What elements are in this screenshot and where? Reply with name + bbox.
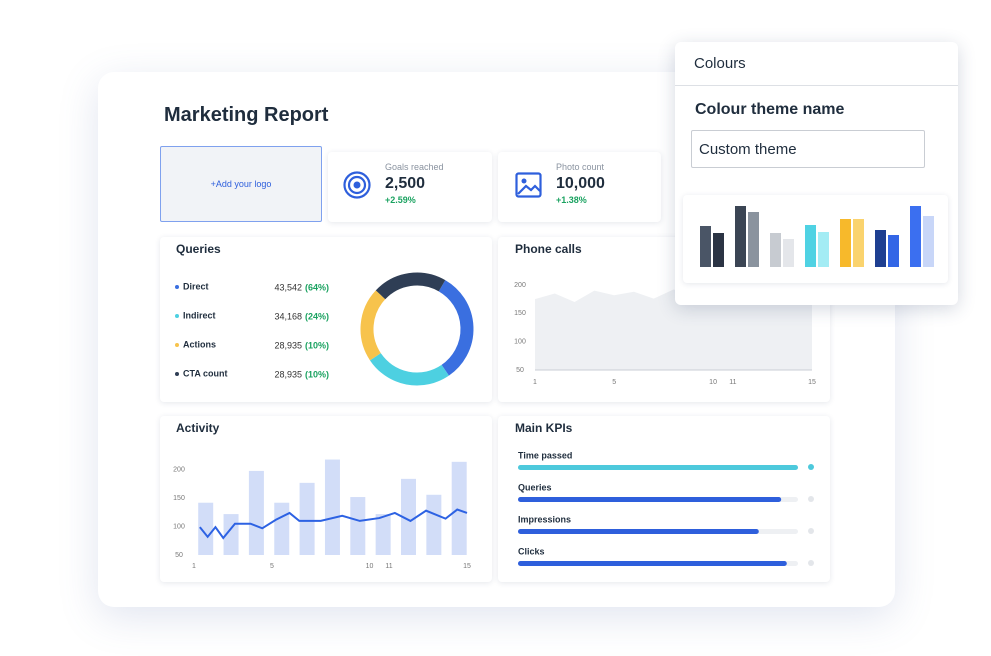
bar <box>401 478 416 555</box>
swatch-bar <box>735 206 746 267</box>
x-tick-label: 1 <box>533 379 537 386</box>
bar <box>324 459 340 555</box>
swatch-bar <box>713 233 724 267</box>
bar <box>198 502 214 555</box>
donut-segment <box>375 272 446 300</box>
donut-segment <box>369 352 449 386</box>
legend-dot <box>175 314 179 318</box>
swatch-bar <box>818 232 829 267</box>
card-title: Activity <box>176 421 220 435</box>
x-tick-label: 11 <box>385 563 392 570</box>
stat-change: +1.38% <box>556 195 587 205</box>
swatch-bar <box>770 233 781 267</box>
bar <box>299 482 315 555</box>
share-label: (10%) <box>305 369 329 379</box>
swatch-bar <box>700 226 711 267</box>
kpi-bar <box>518 529 759 534</box>
report-title: Marketing Report <box>164 104 329 126</box>
value-label: 28,935 <box>274 340 302 350</box>
field-label: Colour theme name <box>695 101 845 118</box>
x-tick-label: 10 <box>709 379 717 386</box>
y-tick-label: 200 <box>514 282 526 289</box>
bar <box>426 494 442 555</box>
card-title: Main KPIs <box>515 421 573 435</box>
y-tick-label: 100 <box>173 523 185 530</box>
value-label: 43,542 <box>274 282 302 292</box>
kpi-label: Time passed <box>518 450 572 460</box>
stat-label: Goals reached <box>385 162 444 172</box>
donut-segment <box>360 290 386 361</box>
kpi-status <box>808 464 814 470</box>
swatch-bar <box>805 225 816 267</box>
legend-dot <box>175 343 179 347</box>
bar <box>350 497 366 555</box>
swatch-bar <box>748 212 759 267</box>
swatch-bar <box>923 216 934 267</box>
divider <box>675 85 958 86</box>
swatch-bar <box>888 235 899 267</box>
stat-value: 2,500 <box>385 175 426 192</box>
share-label: (10%) <box>305 340 329 350</box>
x-tick-label: 11 <box>729 379 736 386</box>
line <box>199 508 468 540</box>
y-tick-label: 150 <box>173 495 185 502</box>
legend-label: Actions <box>183 339 216 349</box>
y-tick-label: 150 <box>514 310 526 317</box>
bar <box>451 461 467 555</box>
x-tick-label: 15 <box>808 379 816 386</box>
kpi-label: Queries <box>518 482 552 492</box>
share-label: (24%) <box>305 311 329 321</box>
kpi-label: Impressions <box>518 514 571 524</box>
area <box>535 287 812 370</box>
swatch-bar <box>910 206 921 267</box>
stat-change: +2.59% <box>385 195 416 205</box>
y-tick-label: 200 <box>173 467 185 474</box>
kpi-bar <box>518 465 798 470</box>
x-tick-label: 5 <box>612 379 616 386</box>
bar <box>248 470 264 555</box>
kpi-label: Clicks <box>518 546 545 556</box>
kpi-bar <box>518 561 787 566</box>
donut-segment <box>438 280 474 376</box>
kpi-status <box>808 560 814 566</box>
stat-value: 10,000 <box>556 175 605 192</box>
value-label: 34,168 <box>274 311 302 321</box>
legend-label: CTA count <box>183 368 228 378</box>
x-tick-label: 1 <box>192 563 196 570</box>
y-tick-label: 50 <box>516 367 524 374</box>
panel-title: Colours <box>694 55 746 72</box>
swatch-bar <box>853 219 864 267</box>
target-icon <box>343 171 371 199</box>
swatch-bar <box>840 219 851 267</box>
bar <box>375 514 391 555</box>
y-tick-label: 50 <box>175 552 183 559</box>
legend-dot <box>175 285 179 289</box>
theme-input[interactable]: Custom theme <box>691 130 925 168</box>
card-title: Queries <box>176 242 221 256</box>
add-logo[interactable]: +Add your logo <box>160 146 322 222</box>
x-tick-label: 10 <box>366 563 374 570</box>
kpi-status <box>808 496 814 502</box>
legend-dot <box>175 372 179 376</box>
stat-label: Photo count <box>556 162 605 172</box>
legend-label: Indirect <box>183 310 216 320</box>
share-label: (64%) <box>305 282 329 292</box>
kpi-status <box>808 528 814 534</box>
y-tick-label: 100 <box>514 339 526 346</box>
image-icon <box>515 172 542 198</box>
legend-label: Direct <box>183 281 209 291</box>
card-title: Phone calls <box>515 242 582 256</box>
swatch-bar <box>875 230 886 267</box>
value-label: 28,935 <box>274 369 302 379</box>
swatch-bar <box>783 239 794 267</box>
kpi-bar <box>518 497 782 502</box>
x-tick-label: 15 <box>463 563 471 570</box>
x-tick-label: 5 <box>270 563 274 570</box>
